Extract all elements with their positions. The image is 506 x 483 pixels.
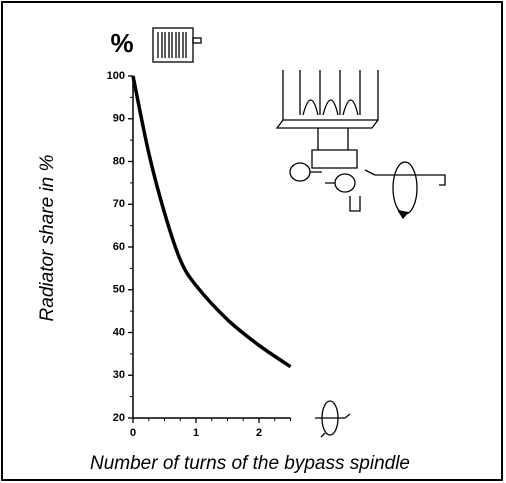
y-tick-label: 100 bbox=[107, 70, 125, 82]
y-unit-label: % bbox=[110, 28, 133, 58]
y-axis-title: Radiator share in % bbox=[37, 154, 58, 321]
y-tick-label: 30 bbox=[113, 369, 125, 381]
frame bbox=[2, 2, 502, 480]
y-tick-label: 80 bbox=[113, 155, 125, 167]
y-tick-label: 20 bbox=[113, 412, 125, 424]
chart: % Radiator share in % Number of turns of… bbox=[0, 0, 506, 483]
x-axis-title: Number of turns of the bypass spindle bbox=[90, 453, 410, 474]
x-tick-label: 1 bbox=[193, 427, 199, 439]
y-tick-label: 60 bbox=[113, 241, 125, 253]
x-tick-label: 2 bbox=[256, 427, 262, 439]
y-tick-label: 90 bbox=[113, 113, 125, 125]
y-tick-label: 40 bbox=[113, 326, 125, 338]
x-tick-label: 0 bbox=[130, 427, 136, 439]
y-tick-label: 70 bbox=[113, 198, 125, 210]
y-tick-label: 50 bbox=[113, 284, 125, 296]
